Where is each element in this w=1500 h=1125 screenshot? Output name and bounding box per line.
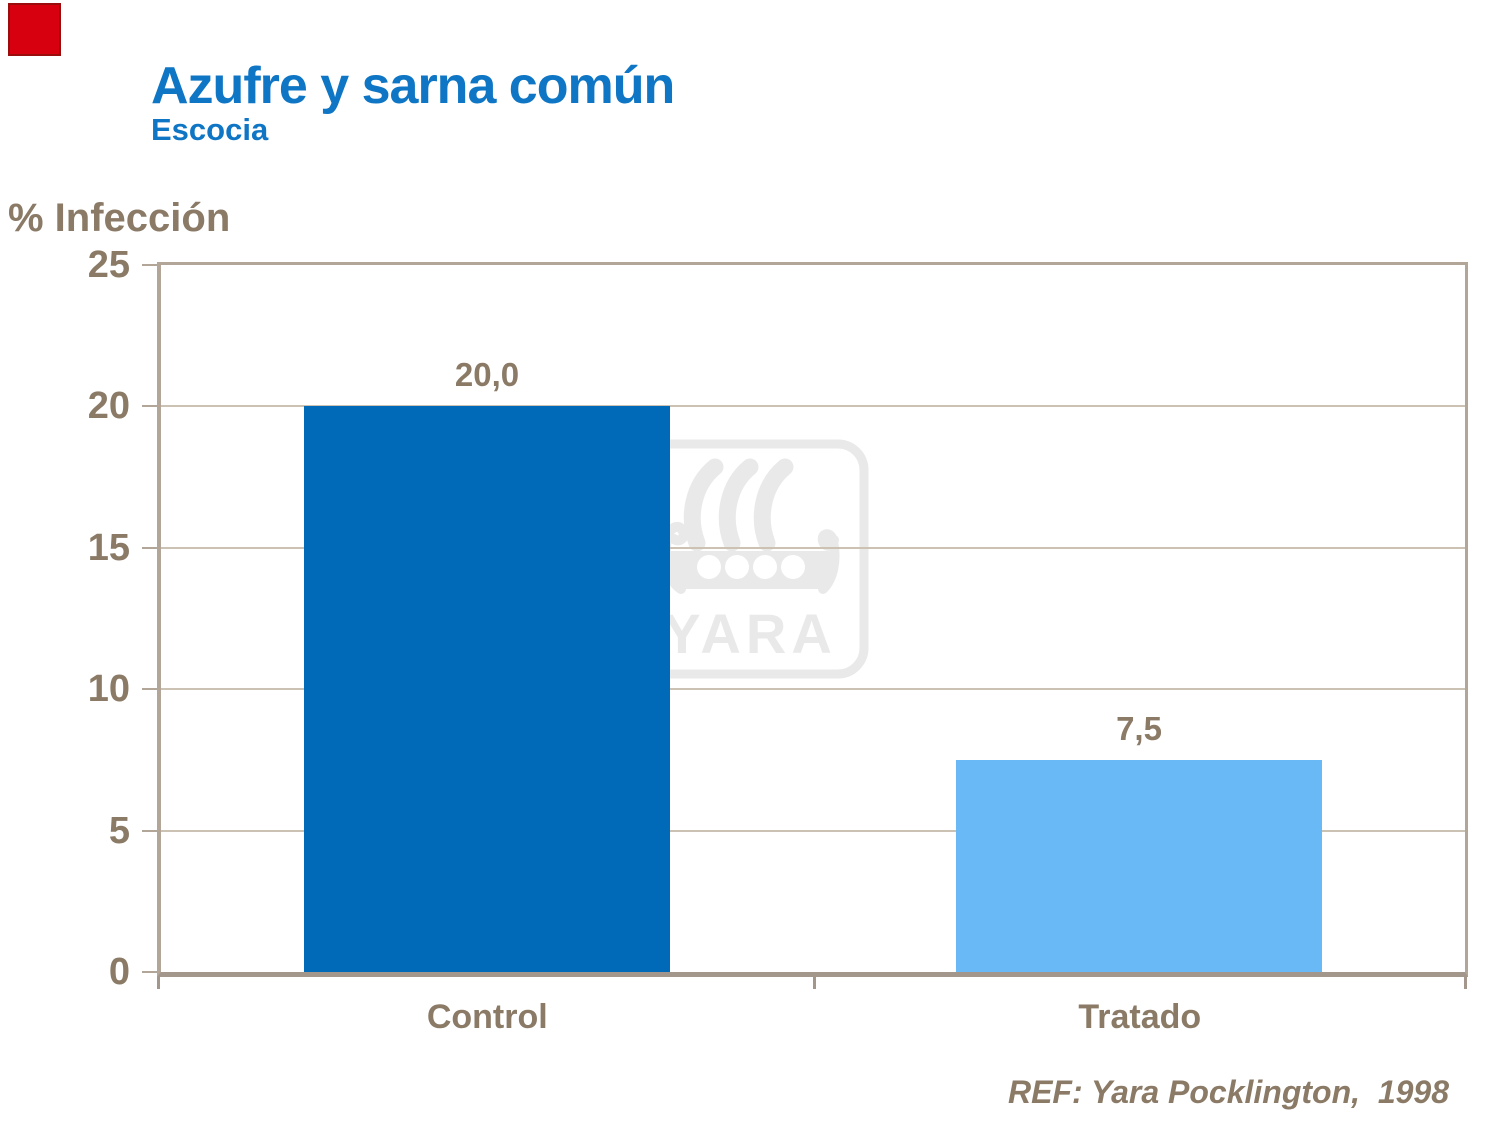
ship-sails-icon bbox=[683, 458, 794, 552]
y-tick-label-5: 5 bbox=[108, 809, 130, 852]
y-tick-mark-25 bbox=[142, 264, 157, 266]
y-tick-mark-0 bbox=[142, 971, 157, 973]
ship-hull-icon bbox=[660, 521, 840, 594]
gridline-y-5 bbox=[161, 829, 1465, 832]
y-tick-label-20: 20 bbox=[87, 385, 130, 428]
y-axis-title: % Infección bbox=[8, 196, 231, 240]
watermark-brand-text: YARA bbox=[663, 602, 837, 665]
y-tick-label-10: 10 bbox=[87, 668, 130, 711]
bar-value-label-control: 20,0 bbox=[454, 356, 520, 394]
x-tick-mark-0 bbox=[157, 977, 160, 989]
gridline-y-20 bbox=[161, 405, 1465, 408]
x-tick-mark-2 bbox=[1464, 977, 1467, 989]
y-tick-label-15: 15 bbox=[87, 526, 130, 569]
red-corner-marker bbox=[8, 3, 61, 56]
category-label-control: Control bbox=[426, 998, 548, 1036]
y-tick-mark-5 bbox=[142, 829, 157, 832]
chart-subtitle: Escocia bbox=[151, 112, 269, 147]
y-tick-mark-20 bbox=[142, 405, 157, 408]
yara-ship-watermark-logo: YARA bbox=[631, 439, 869, 679]
gridline-y-10 bbox=[161, 688, 1465, 691]
x-tick-mark-1 bbox=[812, 977, 816, 989]
watermark-frame: YARA bbox=[631, 439, 869, 679]
gridline-y-15 bbox=[161, 546, 1465, 549]
y-tick-label-0: 0 bbox=[108, 951, 130, 993]
reference-note: REF: Yara Pocklington, 1998 bbox=[1007, 1074, 1449, 1110]
y-tick-label-25: 25 bbox=[87, 244, 130, 286]
bar-control bbox=[304, 406, 670, 972]
plot-area: YARA 20,0 7,5 bbox=[157, 262, 1468, 977]
bar-tratado bbox=[956, 759, 1322, 972]
bar-value-label-tratado: 7,5 bbox=[1116, 709, 1162, 747]
chart-title: Azufre y sarna común bbox=[151, 57, 675, 115]
y-tick-mark-15 bbox=[142, 546, 157, 549]
y-tick-mark-10 bbox=[142, 688, 157, 691]
category-label-tratado: Tratado bbox=[1078, 998, 1202, 1036]
